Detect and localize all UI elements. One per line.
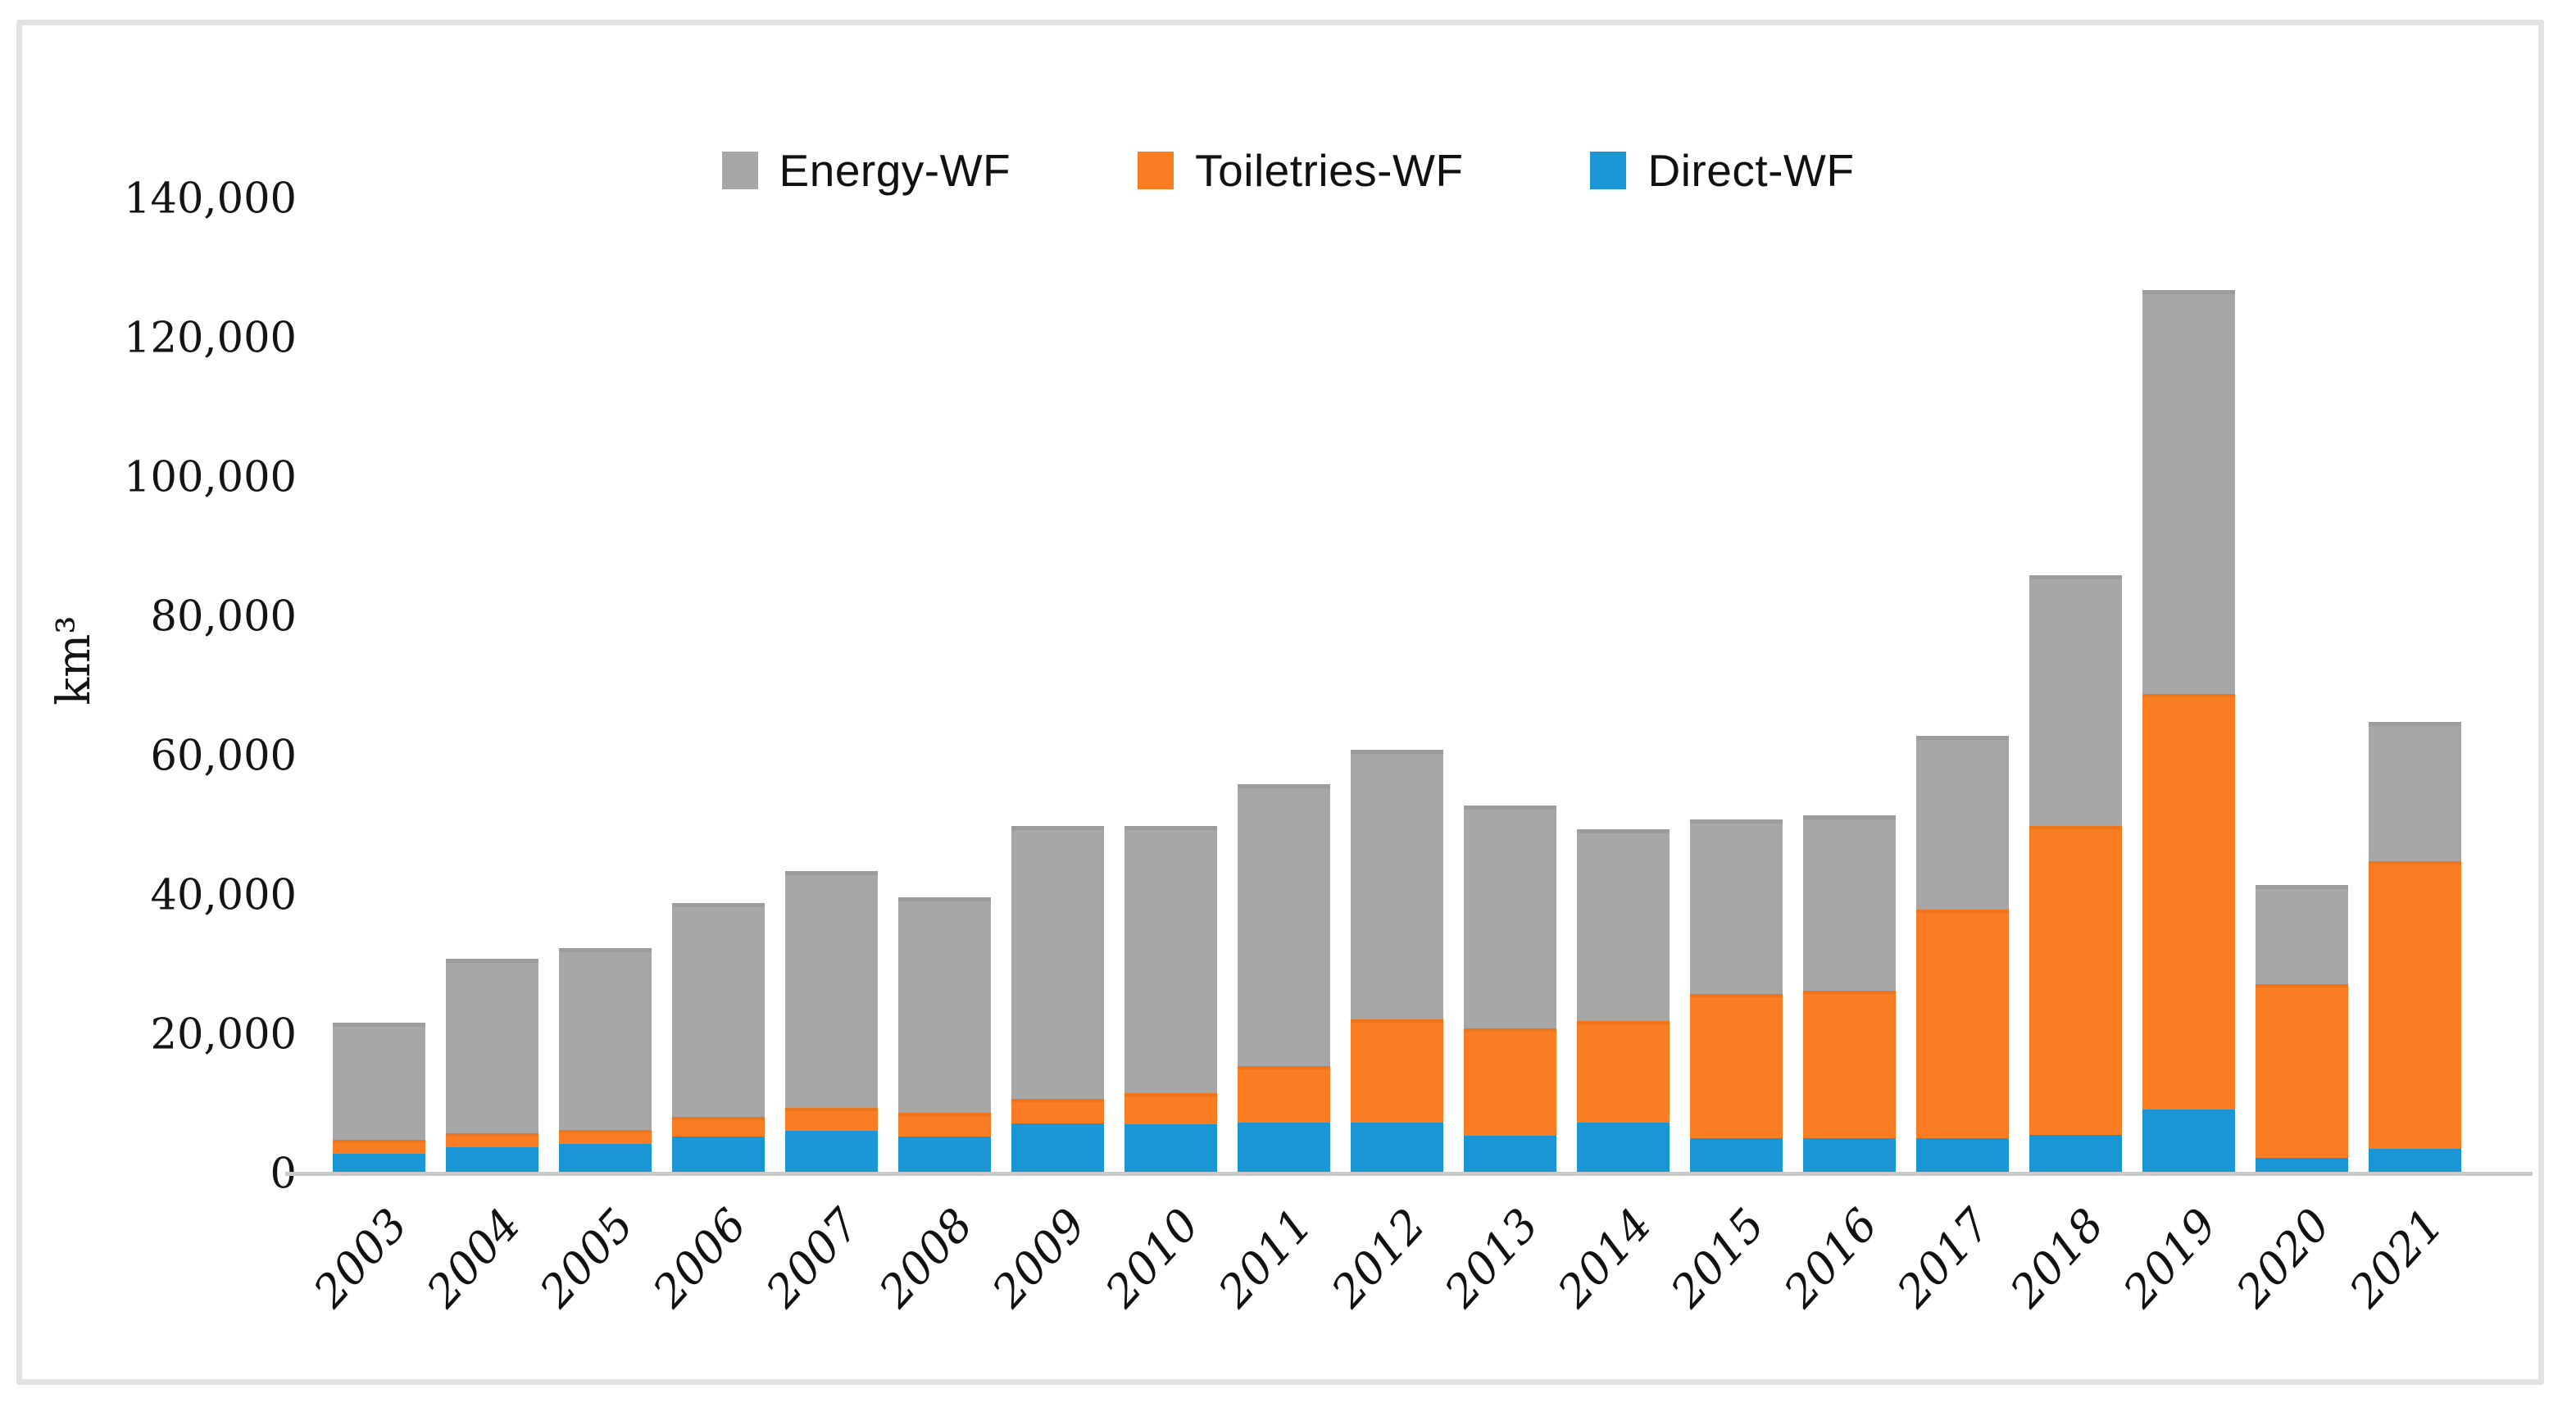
y-axis-tick-label-80000: 80,000 bbox=[150, 592, 297, 642]
bar-segment-direct-2019 bbox=[2142, 1109, 2235, 1174]
bar-segment-toiletries-2020 bbox=[2256, 983, 2348, 1158]
bar-segment-toiletries-2017 bbox=[1916, 910, 2009, 1138]
bar-2018: 2018 bbox=[2001, 575, 2122, 1317]
plot-area: 2003 2004 2005 2006 2007 2008 2009 2010 2011 2012… bbox=[304, 142, 2461, 1317]
legend-swatch-icon bbox=[721, 152, 758, 189]
bar-2012: 2012 bbox=[1322, 749, 1443, 1317]
bar-segment-direct-2016 bbox=[1803, 1137, 1896, 1174]
bar-segment-energy-2008 bbox=[898, 896, 991, 1114]
bar-segment-direct-2005 bbox=[559, 1143, 652, 1174]
legend-label: Toiletries-WF bbox=[1195, 145, 1464, 196]
bar-2014: 2014 bbox=[1548, 829, 1670, 1317]
y-axis-tick-label-20000: 20,000 bbox=[150, 1010, 297, 1060]
bar-segment-toiletries-2014 bbox=[1577, 1021, 1670, 1123]
bar-segment-direct-2010 bbox=[1124, 1123, 1217, 1174]
bar-segment-energy-2015 bbox=[1690, 819, 1783, 994]
bar-2003: 2003 bbox=[304, 1022, 425, 1317]
legend-label: Energy-WF bbox=[779, 145, 1011, 196]
bar-segment-toiletries-2005 bbox=[559, 1129, 652, 1144]
bar-segment-direct-2014 bbox=[1577, 1123, 1670, 1174]
bar-segment-energy-2003 bbox=[333, 1022, 425, 1140]
bar-2021: 2021 bbox=[2340, 721, 2461, 1317]
legend-item-energy-wf: Energy-WF bbox=[721, 144, 1011, 197]
bar-2007: 2007 bbox=[756, 871, 878, 1317]
bar-segment-energy-2014 bbox=[1577, 829, 1670, 1022]
bar-segment-toiletries-2004 bbox=[446, 1132, 538, 1147]
bar-segment-direct-2004 bbox=[446, 1146, 538, 1174]
bar-segment-energy-2013 bbox=[1464, 805, 1556, 1028]
bar-segment-direct-2017 bbox=[1916, 1137, 2009, 1174]
legend-swatch-icon bbox=[1590, 152, 1627, 189]
y-axis-tick-label-100000: 100,000 bbox=[124, 453, 297, 502]
bar-segment-toiletries-2018 bbox=[2029, 826, 2122, 1135]
bar-segment-direct-2015 bbox=[1690, 1137, 1783, 1174]
bar-2006: 2006 bbox=[643, 902, 765, 1317]
bar-segment-direct-2020 bbox=[2256, 1157, 2348, 1174]
bar-segment-energy-2005 bbox=[559, 947, 652, 1130]
bar-segment-toiletries-2003 bbox=[333, 1139, 425, 1154]
bar-2005: 2005 bbox=[530, 947, 652, 1317]
bar-segment-direct-2009 bbox=[1011, 1123, 1104, 1174]
bar-segment-energy-2016 bbox=[1803, 815, 1896, 992]
y-axis-tick-label-40000: 40,000 bbox=[150, 871, 297, 920]
bar-segment-energy-2011 bbox=[1238, 784, 1330, 1067]
bar-segment-energy-2019 bbox=[2142, 289, 2235, 694]
bar-segment-direct-2003 bbox=[333, 1153, 425, 1174]
bar-segment-direct-2006 bbox=[672, 1137, 765, 1174]
bar-segment-direct-2018 bbox=[2029, 1134, 2122, 1174]
bar-segment-energy-2006 bbox=[672, 902, 765, 1118]
bar-segment-toiletries-2009 bbox=[1011, 1099, 1104, 1123]
bar-segment-direct-2013 bbox=[1464, 1136, 1556, 1174]
y-axis-tick-label-140000: 140,000 bbox=[124, 175, 297, 224]
bar-segment-toiletries-2015 bbox=[1690, 993, 1783, 1138]
bar-segment-toiletries-2021 bbox=[2369, 860, 2461, 1150]
bar-segment-toiletries-2011 bbox=[1238, 1066, 1330, 1123]
bar-segment-toiletries-2008 bbox=[898, 1113, 991, 1137]
bar-segment-direct-2021 bbox=[2369, 1149, 2461, 1174]
y-axis-tick-label-120000: 120,000 bbox=[124, 314, 297, 363]
bar-2015: 2015 bbox=[1661, 819, 1783, 1317]
bar-2008: 2008 bbox=[870, 896, 991, 1317]
bar-segment-toiletries-2013 bbox=[1464, 1028, 1556, 1137]
bar-segment-energy-2020 bbox=[2256, 885, 2348, 984]
bar-segment-energy-2017 bbox=[1916, 735, 2009, 910]
bar-segment-toiletries-2016 bbox=[1803, 991, 1896, 1138]
legend-item-direct-wf: Direct-WF bbox=[1590, 144, 1854, 197]
bar-segment-direct-2008 bbox=[898, 1137, 991, 1174]
bar-segment-direct-2007 bbox=[785, 1131, 878, 1174]
bar-2010: 2010 bbox=[1096, 826, 1217, 1317]
chart-legend: Energy-WF Toiletries-WF Direct-WF bbox=[0, 144, 2576, 197]
bar-segment-energy-2010 bbox=[1124, 826, 1217, 1093]
bar-segment-direct-2012 bbox=[1351, 1123, 1443, 1174]
bar-2013: 2013 bbox=[1435, 805, 1556, 1317]
x-axis-line bbox=[285, 1172, 2533, 1176]
bar-segment-toiletries-2010 bbox=[1124, 1092, 1217, 1124]
legend-swatch-icon bbox=[1138, 152, 1174, 189]
bar-segment-toiletries-2019 bbox=[2142, 693, 2235, 1110]
bar-2011: 2011 bbox=[1209, 784, 1330, 1317]
bar-2019: 2019 bbox=[2114, 289, 2235, 1317]
bar-2004: 2004 bbox=[417, 958, 538, 1317]
y-axis-tick-label-60000: 60,000 bbox=[150, 732, 297, 781]
bar-segment-toiletries-2007 bbox=[785, 1108, 878, 1132]
bar-2020: 2020 bbox=[2227, 885, 2348, 1317]
bar-segment-energy-2012 bbox=[1351, 749, 1443, 1020]
bar-segment-energy-2009 bbox=[1011, 826, 1104, 1100]
bar-segment-energy-2021 bbox=[2369, 721, 2461, 861]
y-axis-unit-label: km³ bbox=[48, 615, 102, 706]
bar-2009: 2009 bbox=[983, 826, 1104, 1317]
bar-segment-toiletries-2012 bbox=[1351, 1019, 1443, 1123]
bar-2016: 2016 bbox=[1774, 815, 1896, 1317]
legend-label: Direct-WF bbox=[1647, 145, 1855, 196]
bar-segment-energy-2007 bbox=[785, 871, 878, 1109]
bar-segment-toiletries-2006 bbox=[672, 1117, 765, 1137]
legend-item-toiletries-wf: Toiletries-WF bbox=[1138, 144, 1463, 197]
bar-segment-direct-2011 bbox=[1238, 1123, 1330, 1174]
bar-segment-energy-2004 bbox=[446, 958, 538, 1133]
bar-2017: 2017 bbox=[1888, 735, 2009, 1317]
bar-segment-energy-2018 bbox=[2029, 575, 2122, 827]
